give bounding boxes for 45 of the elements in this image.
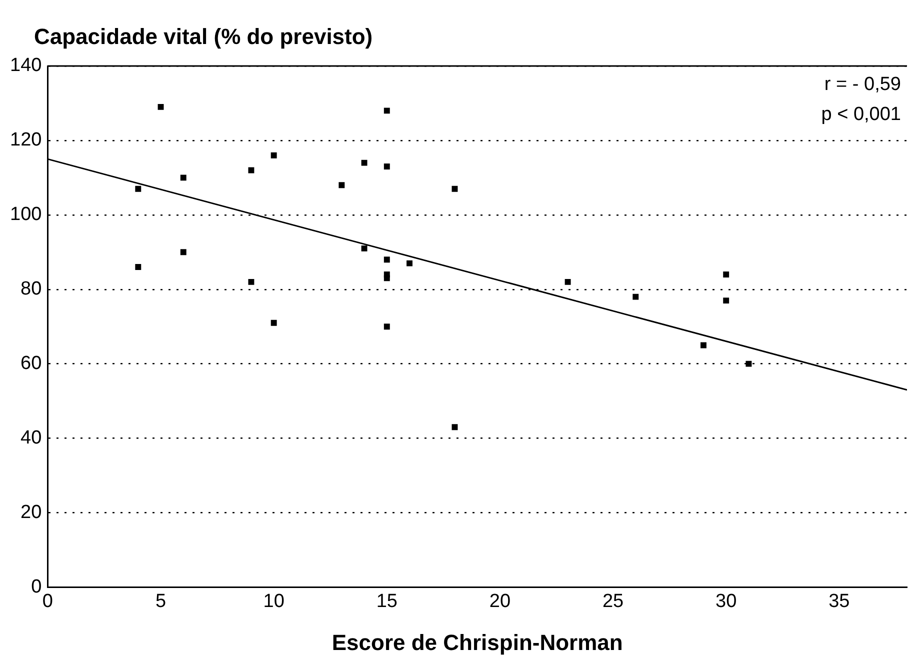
point bbox=[384, 108, 390, 114]
point bbox=[338, 182, 345, 188]
point bbox=[248, 278, 254, 285]
point bbox=[452, 186, 458, 192]
point bbox=[270, 152, 277, 158]
point bbox=[384, 256, 390, 263]
annotation: r = - 0,59 bbox=[824, 74, 901, 95]
x-tick-label: 35 bbox=[828, 590, 850, 612]
point bbox=[180, 249, 186, 256]
x-tick-label: 15 bbox=[376, 590, 398, 612]
y-tick-label: 0 bbox=[31, 576, 42, 598]
point bbox=[270, 320, 277, 326]
y-tick-label: 60 bbox=[20, 353, 42, 374]
y-tick-label: 140 bbox=[10, 55, 42, 76]
point bbox=[452, 424, 458, 430]
point bbox=[135, 264, 142, 270]
point bbox=[406, 260, 412, 266]
point bbox=[746, 360, 752, 367]
y-tick-label: 40 bbox=[20, 428, 42, 449]
x-tick-label: 20 bbox=[489, 590, 511, 612]
point bbox=[723, 272, 730, 278]
point bbox=[564, 278, 571, 285]
x-tick-label: 5 bbox=[155, 590, 166, 612]
point bbox=[361, 160, 368, 166]
point bbox=[632, 294, 639, 300]
point bbox=[248, 167, 254, 174]
point bbox=[384, 275, 390, 282]
y-tick-label: 80 bbox=[20, 278, 42, 300]
x-tick-label: 10 bbox=[263, 590, 284, 612]
x-tick-label: 25 bbox=[602, 590, 624, 612]
point bbox=[135, 186, 142, 192]
point bbox=[384, 164, 390, 170]
annotation: p < 0,001 bbox=[821, 104, 901, 125]
y-tick-label: 120 bbox=[10, 130, 42, 151]
point bbox=[180, 174, 186, 181]
point bbox=[361, 245, 368, 252]
point bbox=[723, 298, 730, 304]
point bbox=[384, 324, 390, 330]
x-axis-title: Escore de Chrispin-Norman bbox=[332, 630, 623, 655]
x-tick-label: 30 bbox=[716, 590, 737, 612]
y-axis-title: Capacidade vital (% do previsto) bbox=[34, 24, 373, 49]
point bbox=[158, 104, 164, 110]
y-tick-label: 100 bbox=[10, 204, 42, 226]
point bbox=[700, 342, 706, 348]
y-tick-label: 20 bbox=[20, 502, 42, 523]
